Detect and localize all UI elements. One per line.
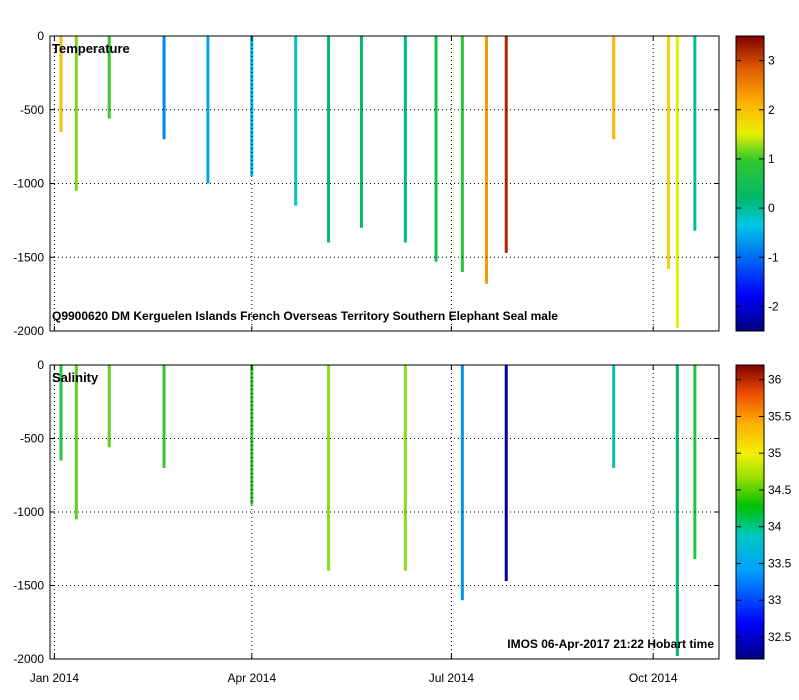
salinity-annotation: IMOS 06-Apr-2017 21:22 Hobart time: [507, 637, 714, 651]
salinity-title: Salinity: [52, 370, 99, 385]
colorbar-tick-label: 3: [768, 54, 775, 68]
colorbar-tick-label: 34: [768, 520, 782, 534]
salinity-grid: [50, 365, 719, 659]
profile-mark: [675, 36, 679, 329]
colorbar-tick-label: 34.5: [768, 483, 792, 497]
profile-mark: [460, 365, 464, 601]
colorbar-tick-label: 32.5: [768, 630, 792, 644]
profile-mark: [74, 36, 78, 191]
y-tick-label: -1500: [13, 250, 44, 264]
colorbar-tick-label: -2: [768, 299, 779, 313]
profile-mark: [107, 36, 111, 119]
temperature-colorbar-ticks: 3 2 1 0 -1 -2: [736, 54, 779, 313]
temperature-colorbar: 3 2 1 0 -1 -2: [735, 35, 779, 332]
colorbar-tick-label: 33.5: [768, 556, 792, 570]
profile-mark: [675, 365, 679, 657]
temperature-y-axis: 0 -500 -1000 -1500 -2000: [13, 29, 719, 338]
x-tick-label: Apr 2014: [227, 671, 276, 685]
y-tick-label: 0: [37, 29, 44, 43]
profile-mark: [403, 365, 407, 571]
y-tick-label: -1500: [13, 579, 44, 593]
profile-mark: [206, 36, 210, 184]
temperature-title: Temperature: [52, 41, 130, 56]
y-tick-label: -500: [20, 432, 44, 446]
profile-mark: [693, 365, 697, 560]
profile-mark: [59, 365, 63, 461]
profile-mark: [107, 365, 111, 448]
x-tick-label: Jul 2014: [429, 671, 475, 685]
profile-mark: [693, 36, 697, 231]
profile-mark: [74, 365, 78, 520]
x-tick-label: Jan 2014: [30, 671, 80, 685]
temperature-data: [59, 36, 697, 329]
colorbar-tick-label: 33: [768, 593, 782, 607]
profile-mark: [460, 36, 464, 272]
colorbar-tick-label: 2: [768, 103, 775, 117]
colorbar-tick-label: 36: [768, 373, 782, 387]
profile-mark: [612, 365, 616, 468]
profile-mark: [327, 36, 331, 243]
y-tick-label: -2000: [13, 652, 44, 666]
y-tick-label: -1000: [13, 177, 44, 191]
profile-mark: [250, 365, 254, 505]
temperature-annotation: Q9900620 DM Kerguelen Islands French Ove…: [52, 309, 558, 323]
profile-mark: [59, 36, 63, 132]
profile-mark: [612, 36, 616, 140]
profile-mark: [667, 36, 671, 270]
profile-mark: [484, 36, 488, 284]
salinity-colorbar: 36 35.5 35 34.5 34 33.5 33 32.5: [735, 364, 792, 660]
profile-mark: [403, 36, 407, 243]
y-tick-label: 0: [37, 358, 44, 372]
colorbar-tick-label: 0: [768, 201, 775, 215]
temperature-grid: [50, 36, 719, 331]
temperature-panel: 0 -500 -1000 -1500 -2000 Temperature Q990062…: [13, 29, 720, 338]
colorbar-tick-label: 1: [768, 152, 775, 166]
salinity-colorbar-gradient: [735, 364, 765, 660]
y-tick-label: -1000: [13, 505, 44, 519]
salinity-y-axis: 0 -500 -1000 -1500 -2000: [13, 358, 719, 666]
salinity-colorbar-ticks: 36 35.5 35 34.5 34 33.5 33 32.5: [736, 373, 792, 644]
temperature-colorbar-gradient: [735, 35, 765, 332]
profile-mark: [162, 365, 166, 468]
y-tick-label: -500: [20, 103, 44, 117]
profile-mark: [434, 36, 438, 262]
colorbar-tick-label: 35: [768, 446, 782, 460]
profile-mark: [504, 36, 508, 253]
profile-mark: [250, 36, 254, 177]
colorbar-tick-label: -1: [768, 250, 779, 264]
x-axis: Jan 2014 Apr 2014 Jul 2014 Oct 2014: [30, 671, 678, 685]
salinity-data: [59, 365, 697, 657]
profile-mark: [294, 36, 298, 206]
profile-mark: [359, 36, 363, 228]
y-tick-label: -2000: [13, 324, 44, 338]
profile-mark: [162, 36, 166, 140]
colorbar-tick-label: 35.5: [768, 409, 792, 423]
profile-mark: [504, 365, 508, 582]
x-tick-label: Oct 2014: [629, 671, 678, 685]
profile-mark: [327, 365, 331, 571]
salinity-panel: 0 -500 -1000 -1500 -2000 Salinity IMOS 06-Ap…: [13, 358, 720, 666]
